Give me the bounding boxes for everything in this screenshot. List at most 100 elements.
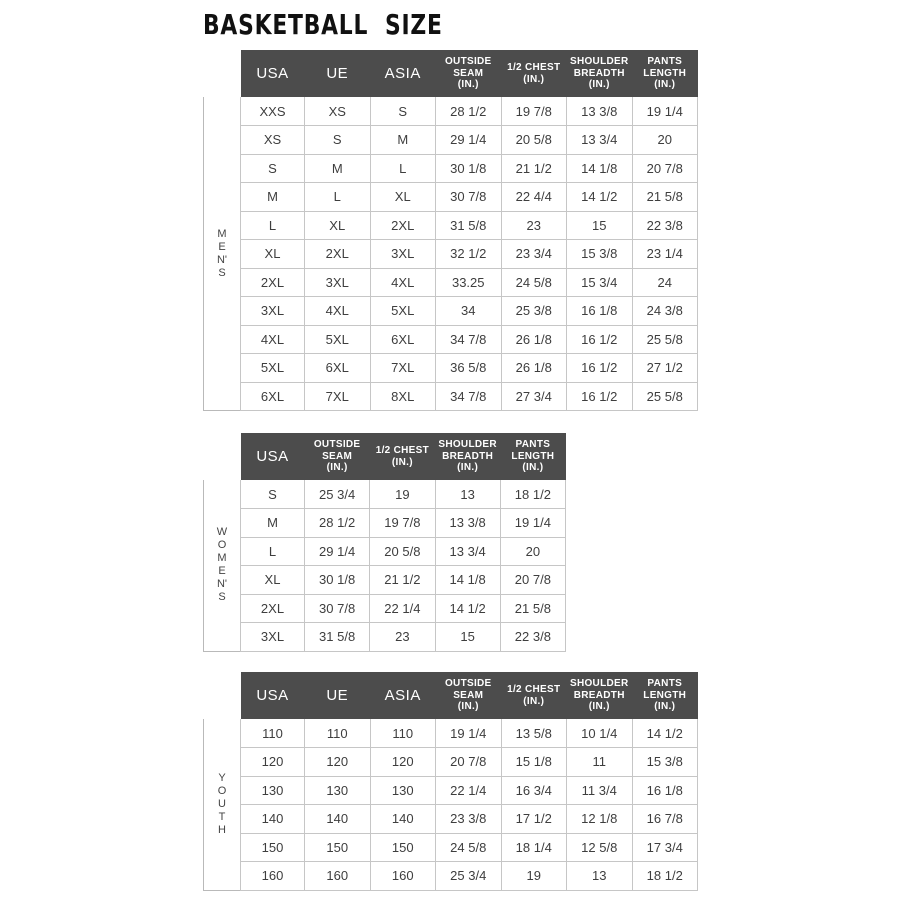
size-cell: S: [240, 480, 305, 509]
measurement-cell: 13 3/8: [435, 508, 501, 538]
category-letter: Y: [218, 771, 226, 784]
measurement-cell: 22 3/8: [632, 211, 698, 240]
measurement-cell: 140: [304, 804, 371, 834]
category-letter: W: [216, 526, 228, 539]
measurement-cell: 23 3/4: [501, 239, 567, 269]
measurement-cell: 16 1/2: [566, 353, 633, 383]
measurement-cell: 10 1/4: [566, 719, 633, 748]
measurement-cell: 14 1/2: [632, 719, 698, 748]
measurement-cell: 19: [501, 861, 567, 891]
mens-header-row: USA UE ASIA OUTSIDE SEAM (IN.) 1/2 CHEST (IN.)…: [240, 50, 698, 97]
category-letter: S: [218, 591, 226, 604]
column-header-unit: (IN.): [457, 701, 479, 713]
column-header-label: OUTSIDE SEAM: [444, 56, 492, 79]
category-letter: N': [216, 578, 228, 591]
measurement-cell: 15 1/8: [501, 747, 567, 777]
column-header-label: UE: [326, 64, 349, 82]
table-row: S 25 3/4 19 13 18 1/2: [240, 480, 567, 509]
column-header-usa: USA: [240, 433, 305, 480]
measurement-cell: 130: [304, 776, 371, 805]
column-header-1-2-chest: 1/2 CHEST (IN.): [369, 433, 435, 480]
category-letter: T: [218, 810, 226, 823]
measurement-cell: 27 3/4: [501, 382, 567, 411]
size-cell: 140: [240, 804, 305, 834]
measurement-cell: 8XL: [370, 382, 436, 411]
size-cell: 130: [240, 776, 305, 805]
measurement-cell: 110: [370, 719, 436, 748]
womens-size-table: W O M E N' S USA OUTSIDE SEAM (IN.) 1/2 CHEST (IN…: [203, 433, 567, 652]
measurement-cell: S: [304, 125, 371, 155]
column-header-ue: UE: [304, 50, 370, 97]
column-header-unit: (IN.): [523, 73, 545, 85]
size-cell: 6XL: [240, 382, 305, 411]
column-header-1-2-chest: 1/2 CHEST (IN.): [501, 50, 567, 97]
youth-grid: USA UE ASIA OUTSIDE SEAM (IN.) 1/2 CHEST (IN.)…: [240, 672, 698, 891]
measurement-cell: 16 1/2: [566, 325, 633, 354]
womens-category-spacer: [203, 433, 240, 480]
column-header-unit: (IN.): [588, 79, 610, 91]
youth-category-spacer: [203, 672, 240, 719]
column-header-usa: USA: [240, 50, 305, 97]
column-header-label: SHOULDER BREADTH: [569, 678, 629, 701]
measurement-cell: 24 5/8: [501, 268, 567, 297]
measurement-cell: 31 5/8: [435, 211, 502, 240]
measurement-cell: 14 1/2: [435, 594, 501, 623]
measurement-cell: 21 5/8: [500, 594, 567, 623]
measurement-cell: 24 3/8: [632, 296, 698, 326]
column-header-label: 1/2 CHEST: [507, 684, 561, 695]
mens-table: USA UE ASIA OUTSIDE SEAM (IN.) 1/2 CHEST (IN.)…: [240, 50, 698, 411]
measurement-cell: XS: [304, 97, 371, 126]
column-header-label: 1/2 CHEST: [375, 445, 430, 456]
measurement-cell: 22 3/8: [500, 622, 567, 652]
size-cell: XXS: [240, 97, 305, 126]
measurement-cell: 18 1/4: [501, 833, 567, 862]
measurement-cell: 34: [435, 296, 502, 326]
measurement-cell: 20: [632, 125, 698, 155]
measurement-cell: 20 7/8: [435, 747, 502, 777]
mens-size-table: M E N' S USA UE ASIA OUTSIDE SEAM (IN.) 1/2 CHES…: [203, 50, 698, 411]
measurement-cell: 160: [304, 861, 371, 891]
measurement-cell: 25 3/8: [501, 296, 567, 326]
measurement-cell: 14 1/8: [566, 154, 633, 183]
measurement-cell: 11 3/4: [566, 776, 633, 805]
measurement-cell: M: [370, 125, 436, 155]
table-row: 150 150 150 24 5/8 18 1/4 12 5/8 17 3/4: [240, 833, 698, 862]
column-header-unit: (IN.): [588, 701, 610, 713]
column-header-unit: (IN.): [457, 79, 479, 91]
column-header-pants-length: PANTS LENGTH (IN.): [500, 433, 566, 480]
column-header-unit: (IN.): [391, 456, 413, 468]
measurement-cell: 26 1/8: [501, 353, 567, 383]
measurement-cell: 13: [566, 861, 633, 891]
measurement-cell: 13 3/4: [566, 125, 633, 155]
measurement-cell: 18 1/2: [632, 861, 698, 891]
column-header-label: PANTS LENGTH: [511, 439, 555, 462]
size-cell: XS: [240, 125, 305, 155]
size-cell: 4XL: [240, 325, 305, 354]
measurement-cell: 25 3/4: [435, 861, 502, 891]
measurement-cell: 20 5/8: [501, 125, 567, 155]
category-letter: M: [217, 227, 227, 240]
table-row: L 29 1/4 20 5/8 13 3/4 20: [240, 537, 567, 566]
measurement-cell: 13 5/8: [501, 719, 567, 748]
size-cell: M: [240, 182, 305, 212]
measurement-cell: 30 1/8: [435, 154, 502, 183]
mens-category-label: M E N' S: [203, 97, 240, 411]
table-row: 140 140 140 23 3/8 17 1/2 12 1/8 16 7/8: [240, 804, 698, 834]
column-header-outside-seam: OUTSIDE SEAM (IN.): [304, 433, 370, 480]
measurement-cell: 21 5/8: [632, 182, 698, 212]
youth-header-row: USA UE ASIA OUTSIDE SEAM (IN.) 1/2 CHEST (IN.)…: [240, 672, 698, 719]
measurement-cell: 29 1/4: [304, 537, 371, 566]
measurement-cell: 120: [370, 747, 436, 777]
table-row: M 28 1/2 19 7/8 13 3/8 19 1/4: [240, 508, 567, 538]
measurement-cell: 18 1/2: [500, 480, 567, 509]
table-row: 6XL 7XL 8XL 34 7/8 27 3/4 16 1/2 25 5/8: [240, 382, 698, 411]
measurement-cell: 5XL: [370, 296, 436, 326]
size-cell: 160: [240, 861, 305, 891]
size-cell: M: [240, 508, 305, 538]
measurement-cell: 17 3/4: [632, 833, 698, 862]
column-header-label: PANTS LENGTH: [643, 678, 687, 701]
size-cell: 120: [240, 747, 305, 777]
column-header-usa: USA: [240, 672, 305, 719]
category-letter: O: [217, 539, 227, 552]
